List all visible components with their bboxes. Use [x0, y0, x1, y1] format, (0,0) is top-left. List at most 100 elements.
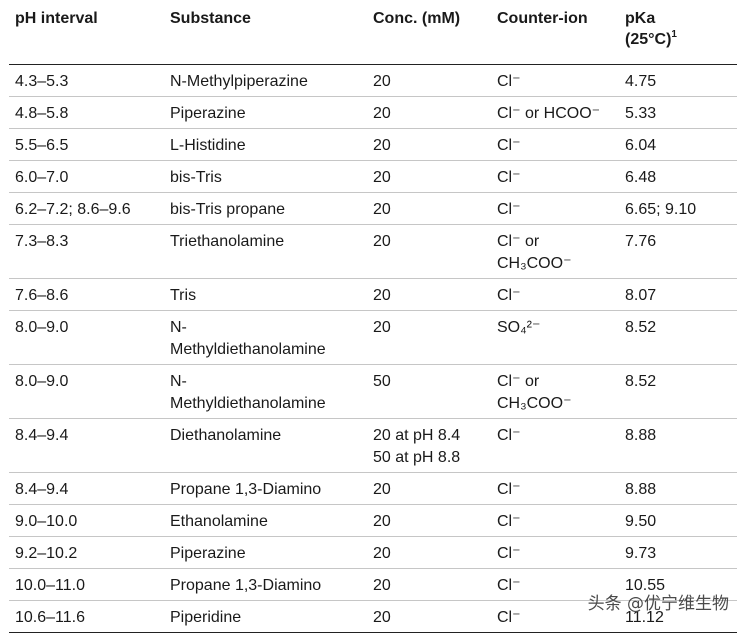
cell-counter-ion: Cl⁻: [491, 509, 619, 536]
cell-counter-ion: Cl⁻ or CH₃COO⁻: [491, 229, 619, 278]
cell-counter-ion-text: SO₄²⁻: [497, 319, 541, 336]
cell-ph-interval: 6.0–7.0: [9, 165, 164, 192]
cell-counter-ion: Cl⁻: [491, 423, 619, 472]
cell-counter-ion-text: Cl⁻: [497, 545, 521, 562]
cell-substance: Piperazine: [164, 541, 367, 568]
cell-ph-interval: 7.3–8.3: [9, 229, 164, 278]
cell-counter-ion-text: Cl⁻: [497, 137, 521, 154]
table-row: 4.3–5.3 N-Methylpiperazine 20 Cl⁻ 4.75: [9, 65, 737, 97]
cell-pka-text: 8.88: [625, 481, 657, 498]
cell-substance: N- Methyldiethanolamine: [164, 369, 367, 418]
cell-counter-ion-text: Cl⁻ or: [497, 233, 540, 250]
cell-conc: 20: [367, 101, 491, 128]
cell-substance: Piperazine: [164, 101, 367, 128]
cell-conc-text: 20: [373, 137, 391, 154]
cell-conc-text: 50: [373, 373, 391, 390]
cell-ph-interval: 8.0–9.0: [9, 315, 164, 364]
cell-ph-interval-text: 4.3–5.3: [15, 73, 69, 90]
cell-pka-text: 8.52: [625, 373, 657, 390]
cell-pka: 8.88: [619, 477, 737, 504]
cell-ph-interval: 9.0–10.0: [9, 509, 164, 536]
cell-counter-ion-text: Cl⁻: [497, 287, 521, 304]
table-row: 9.2–10.2 Piperazine 20 Cl⁻ 9.73: [9, 537, 737, 569]
cell-pka-text: 6.48: [625, 169, 657, 186]
cell-conc: 20: [367, 197, 491, 224]
cell-pka-text: 9.50: [625, 513, 657, 530]
cell-counter-ion-text: Cl⁻: [497, 427, 521, 444]
cell-counter-ion: Cl⁻: [491, 69, 619, 96]
cell-counter-ion-text: Cl⁻: [497, 609, 521, 626]
cell-counter-ion-text: Cl⁻: [497, 169, 521, 186]
cell-ph-interval-text: 4.8–5.8: [15, 105, 69, 122]
table-row: 8.0–9.0 N- Methyldiethanolamine 50 Cl⁻ or CH₃…: [9, 365, 737, 419]
cell-pka: 8.52: [619, 369, 737, 418]
table-row: 5.5–6.5 L-Histidine 20 Cl⁻ 6.04: [9, 129, 737, 161]
cell-conc-text: 20 at pH 8.4: [373, 427, 461, 444]
cell-counter-ion: Cl⁻: [491, 165, 619, 192]
cell-conc: 20: [367, 541, 491, 568]
cell-counter-ion-text: Cl⁻: [497, 73, 521, 90]
cell-conc: 20: [367, 509, 491, 536]
cell-counter-ion: Cl⁻: [491, 197, 619, 224]
cell-pka-text: 11.12: [625, 609, 664, 626]
header-pka: pKa (25°C)1: [619, 6, 737, 64]
watermark: 头条 @优宁维生物: [587, 594, 729, 614]
header-substance: Substance: [170, 10, 251, 27]
cell-substance-text: Tris: [170, 287, 197, 304]
cell-conc-text: 20: [373, 73, 391, 90]
cell-substance: N-Methylpiperazine: [164, 69, 367, 96]
cell-ph-interval-text: 9.0–10.0: [15, 513, 78, 530]
cell-conc-text-line2: 50 at pH 8.8: [373, 449, 461, 466]
cell-conc: 20: [367, 229, 491, 278]
cell-conc: 20: [367, 605, 491, 632]
cell-substance-text: Propane 1,3-Diamino: [170, 481, 322, 498]
cell-substance-text: bis-Tris: [170, 169, 222, 186]
cell-substance: Piperidine: [164, 605, 367, 632]
cell-substance: bis-Tris: [164, 165, 367, 192]
cell-ph-interval-text: 8.0–9.0: [15, 373, 69, 390]
cell-substance-text: Piperidine: [170, 609, 242, 626]
cell-ph-interval: 4.8–5.8: [9, 101, 164, 128]
table-row: 9.0–10.0 Ethanolamine 20 Cl⁻ 9.50: [9, 505, 737, 537]
cell-ph-interval: 9.2–10.2: [9, 541, 164, 568]
table-row: 6.2–7.2; 8.6–9.6 bis-Tris propane 20 Cl⁻ 6.6…: [9, 193, 737, 225]
cell-substance: Propane 1,3-Diamino: [164, 573, 367, 600]
cell-pka: 4.75: [619, 69, 737, 96]
cell-conc-text: 20: [373, 545, 391, 562]
cell-conc-text: 20: [373, 105, 391, 122]
cell-ph-interval: 6.2–7.2; 8.6–9.6: [9, 197, 164, 224]
cell-substance-text: Triethanolamine: [170, 233, 285, 250]
cell-ph-interval-text: 10.6–11.6: [15, 609, 85, 626]
cell-counter-ion-text-line2: CH₃COO⁻: [497, 255, 572, 272]
cell-conc-text: 20: [373, 201, 391, 218]
header-counter-ion: Counter-ion: [497, 10, 588, 27]
cell-pka: 6.48: [619, 165, 737, 192]
header-pka-line2: (25°C)1: [625, 29, 737, 50]
cell-ph-interval: 8.4–9.4: [9, 477, 164, 504]
cell-conc: 20: [367, 165, 491, 192]
cell-pka-text: 6.65; 9.10: [625, 201, 697, 218]
cell-ph-interval-text: 6.2–7.2; 8.6–9.6: [15, 201, 131, 218]
table-row: 7.6–8.6 Tris 20 Cl⁻ 8.07: [9, 279, 737, 311]
cell-counter-ion: Cl⁻: [491, 133, 619, 160]
cell-counter-ion-text: Cl⁻ or HCOO⁻: [497, 105, 601, 122]
cell-substance-text: bis-Tris propane: [170, 201, 286, 218]
cell-substance-text: Diethanolamine: [170, 427, 282, 444]
cell-counter-ion: Cl⁻: [491, 573, 619, 600]
cell-ph-interval: 10.0–11.0: [9, 573, 164, 600]
cell-substance-text-line2: Methyldiethanolamine: [170, 395, 326, 412]
cell-substance-text: Ethanolamine: [170, 513, 268, 530]
cell-counter-ion: Cl⁻ or CH₃COO⁻: [491, 369, 619, 418]
cell-pka-text: 8.88: [625, 427, 657, 444]
cell-conc: 20: [367, 315, 491, 364]
cell-conc: 20: [367, 133, 491, 160]
cell-ph-interval-text: 5.5–6.5: [15, 137, 69, 154]
cell-conc-text: 20: [373, 513, 391, 530]
cell-pka-text: 4.75: [625, 73, 657, 90]
cell-pka: 6.65; 9.10: [619, 197, 737, 224]
header-conc: Conc. (mM): [373, 10, 461, 27]
cell-substance-text: Piperazine: [170, 545, 246, 562]
cell-pka-text: 10.55: [625, 577, 666, 594]
cell-substance: N- Methyldiethanolamine: [164, 315, 367, 364]
cell-substance: Tris: [164, 283, 367, 310]
